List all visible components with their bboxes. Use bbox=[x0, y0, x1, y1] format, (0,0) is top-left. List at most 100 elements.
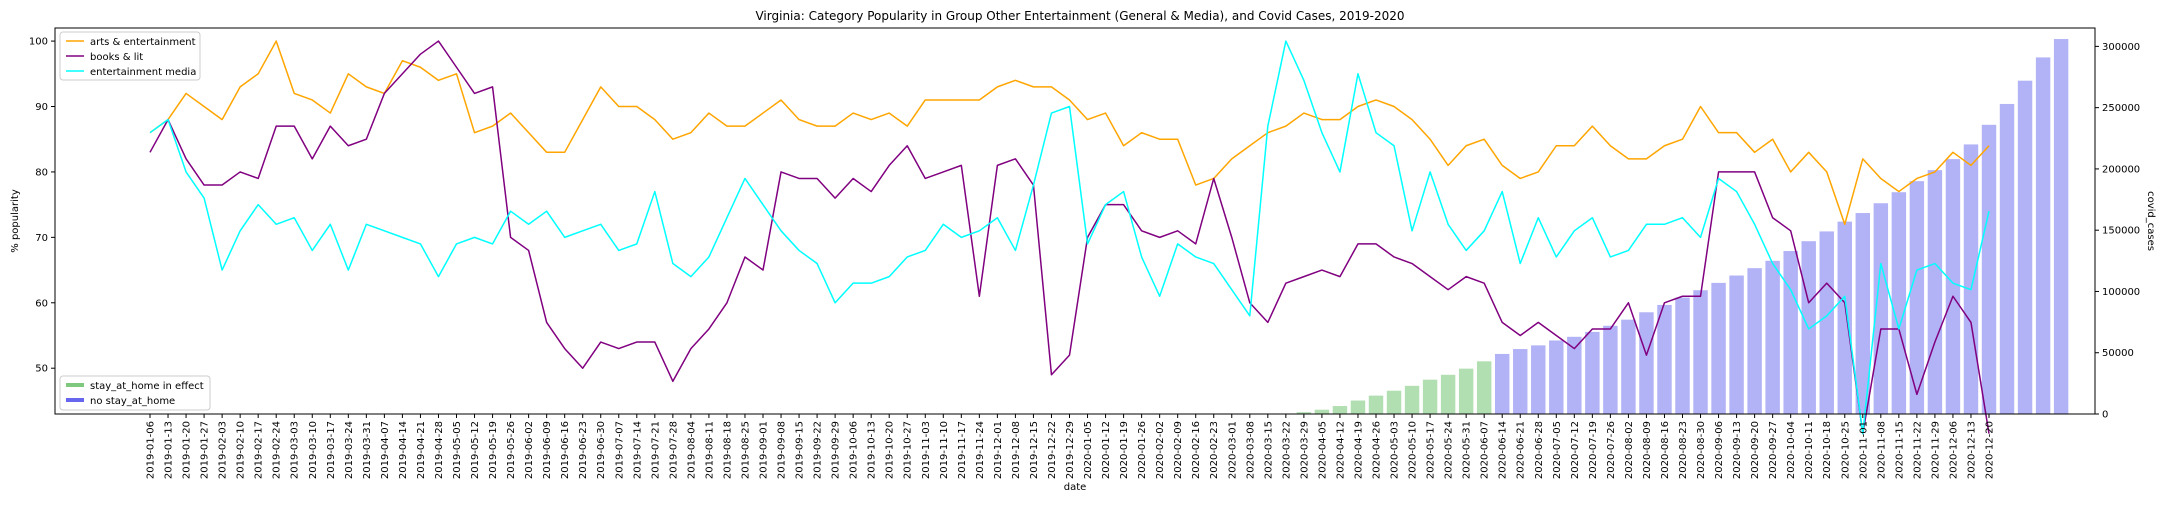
x-tick-label: 2020-10-11 bbox=[1804, 421, 1815, 479]
x-tick-label: 2020-09-06 bbox=[1714, 421, 1725, 479]
covid-bar bbox=[1747, 268, 1761, 414]
x-tick-label: 2019-12-01 bbox=[993, 421, 1004, 479]
x-tick-label: 2020-06-14 bbox=[1498, 421, 1509, 479]
chart-title: Virginia: Category Popularity in Group O… bbox=[755, 9, 1404, 23]
x-tick-label: 2019-07-28 bbox=[668, 421, 679, 479]
y-tick-label: 100 bbox=[29, 37, 48, 48]
x-tick-label: 2020-09-20 bbox=[1750, 421, 1761, 479]
legend-lines: arts & entertainment books & lit enterta… bbox=[60, 32, 200, 80]
x-tick-label: 2019-02-03 bbox=[218, 421, 229, 479]
x-tick-label: 2019-01-27 bbox=[200, 421, 211, 479]
x-tick-label: 2020-08-02 bbox=[1624, 421, 1635, 479]
x-tick-label: 2019-08-11 bbox=[704, 421, 715, 479]
x-tick-label: 2020-07-12 bbox=[1570, 421, 1581, 479]
covid-bar bbox=[1693, 290, 1707, 414]
x-tick-label: 2020-01-05 bbox=[1083, 421, 1094, 479]
covid-bar bbox=[2000, 104, 2014, 414]
x-tick-label: 2019-08-18 bbox=[722, 421, 733, 479]
x-tick-label: 2019-04-28 bbox=[434, 421, 445, 479]
legend-label-media: entertainment media bbox=[90, 67, 196, 78]
x-tick-label: 2020-01-19 bbox=[1119, 421, 1130, 479]
y-tick-label: 60 bbox=[35, 298, 48, 309]
legend-label-stay-home: stay_at_home in effect bbox=[90, 381, 204, 392]
x-tick-label: 2019-01-20 bbox=[182, 421, 193, 479]
x-tick-label: 2020-03-15 bbox=[1263, 421, 1274, 479]
x-tick-label: 2020-09-27 bbox=[1768, 421, 1779, 479]
x-tick-label: 2019-11-17 bbox=[957, 421, 968, 479]
y2-tick-label: 250000 bbox=[2102, 103, 2140, 114]
x-axis-title: date bbox=[1064, 482, 1087, 493]
covid-bar bbox=[1820, 231, 1834, 414]
covid-bar-stay-home bbox=[1387, 391, 1401, 414]
covid-bar bbox=[1729, 276, 1743, 414]
covid-bar-stay-home bbox=[1423, 380, 1437, 414]
x-tick-label: 2019-06-23 bbox=[578, 421, 589, 479]
x-tick-label: 2020-04-26 bbox=[1372, 421, 1383, 479]
covid-bar bbox=[1657, 305, 1671, 414]
y2-tick-label: 100000 bbox=[2102, 287, 2140, 298]
x-tick-label: 2019-04-21 bbox=[416, 421, 427, 479]
x-tick-label: 2020-06-21 bbox=[1516, 421, 1527, 479]
covid-bar bbox=[1928, 170, 1942, 414]
legend-label-arts: arts & entertainment bbox=[90, 37, 196, 48]
x-tick-label: 2019-03-10 bbox=[308, 421, 319, 479]
covid-bar bbox=[1892, 192, 1906, 414]
y2-tick-label: 200000 bbox=[2102, 164, 2140, 175]
y2-tick-label: 0 bbox=[2102, 410, 2108, 421]
x-tick-label: 2019-09-15 bbox=[795, 421, 806, 479]
x-tick-label: 2020-11-15 bbox=[1894, 421, 1905, 479]
x-tick-label: 2020-11-01 bbox=[1858, 421, 1869, 479]
x-tick-label: 2019-06-30 bbox=[596, 421, 607, 479]
y-tick-label: 80 bbox=[35, 167, 48, 178]
x-tick-label: 2020-03-22 bbox=[1281, 421, 1292, 479]
legend-label-books: books & lit bbox=[90, 52, 143, 63]
x-tick-label: 2019-02-10 bbox=[236, 421, 247, 479]
covid-bar bbox=[2018, 81, 2032, 414]
x-tick-label: 2019-05-05 bbox=[452, 421, 463, 479]
y2-axis-title: covid_cases bbox=[2145, 191, 2156, 251]
x-tick-label: 2020-09-13 bbox=[1732, 421, 1743, 479]
x-tick-label: 2020-08-09 bbox=[1642, 421, 1653, 479]
x-tick-label: 2020-02-16 bbox=[1191, 421, 1202, 479]
x-tick-label: 2020-12-13 bbox=[1966, 421, 1977, 479]
x-tick-label: 2019-07-07 bbox=[614, 421, 625, 479]
covid-bar bbox=[1549, 340, 1563, 414]
x-tick-label: 2019-04-07 bbox=[380, 421, 391, 479]
x-tick-label: 2020-06-28 bbox=[1534, 421, 1545, 479]
y2-tick-label: 150000 bbox=[2102, 226, 2140, 237]
x-tick-label: 2020-10-18 bbox=[1822, 421, 1833, 479]
x-tick-label: 2019-08-04 bbox=[686, 421, 697, 479]
x-tick-label: 2019-07-14 bbox=[632, 421, 643, 479]
x-tick-label: 2019-07-21 bbox=[650, 421, 661, 479]
legend-bars: stay_at_home in effect no stay_at_home bbox=[60, 376, 210, 410]
x-tick-label: 2019-06-16 bbox=[560, 421, 571, 479]
x-tick-label: 2020-06-07 bbox=[1480, 421, 1491, 479]
y-tick-label: 90 bbox=[35, 102, 48, 113]
x-tick-label: 2020-10-04 bbox=[1786, 421, 1797, 479]
x-tick-label: 2019-10-27 bbox=[903, 421, 914, 479]
x-tick-label: 2019-06-02 bbox=[524, 421, 535, 479]
x-tick-label: 2020-08-16 bbox=[1660, 421, 1671, 479]
x-tick-label: 2019-03-24 bbox=[344, 421, 355, 479]
covid-bar bbox=[1964, 144, 1978, 414]
x-tick-label: 2020-04-12 bbox=[1335, 421, 1346, 479]
covid-bar-stay-home bbox=[1477, 361, 1491, 414]
x-tick-label: 2020-05-10 bbox=[1408, 421, 1419, 479]
x-tick-label: 2020-05-24 bbox=[1444, 421, 1455, 479]
x-tick-label: 2020-04-05 bbox=[1317, 421, 1328, 479]
x-tick-label: 2019-12-15 bbox=[1029, 421, 1040, 479]
covid-bar bbox=[1675, 298, 1689, 414]
x-tick-label: 2020-08-30 bbox=[1696, 421, 1707, 479]
x-tick-label: 2019-09-01 bbox=[759, 421, 770, 479]
covid-bar-stay-home bbox=[1405, 386, 1419, 414]
covid-bar-stay-home bbox=[1441, 375, 1455, 414]
x-tick-label: 2019-05-26 bbox=[506, 421, 517, 479]
x-tick-label: 2019-02-17 bbox=[254, 421, 265, 479]
x-tick-label: 2020-11-08 bbox=[1876, 421, 1887, 479]
x-tick-label: 2019-03-17 bbox=[326, 421, 337, 479]
y-tick-label: 50 bbox=[35, 364, 48, 375]
